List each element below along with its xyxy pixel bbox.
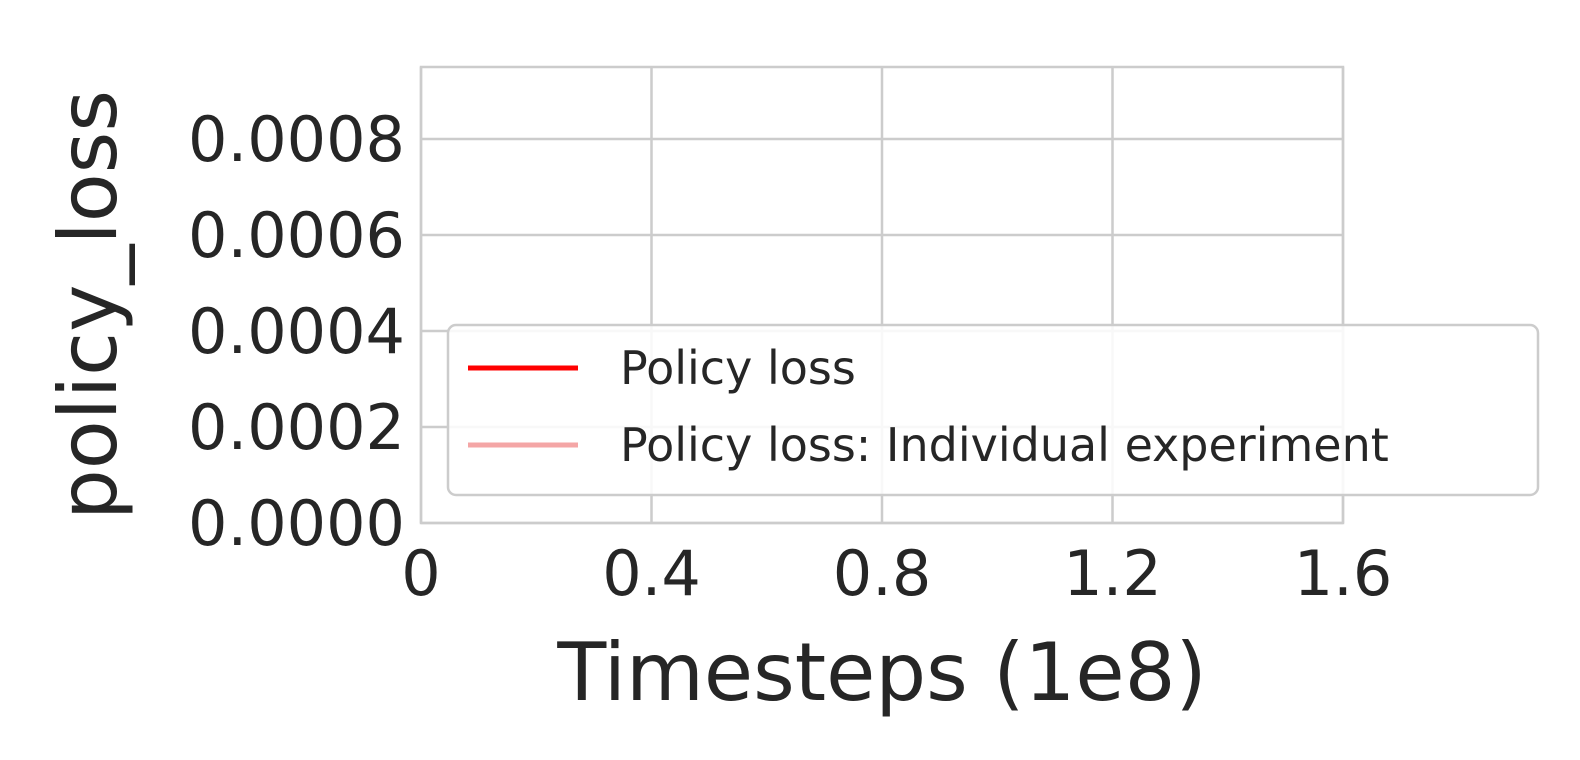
legend-entry: Policy loss: Individual experiment [620,418,1389,472]
y-tick-labels: 0.0000 0.0002 0.0004 0.0006 0.0008 [188,103,405,560]
x-tick-label: 0 [401,537,440,610]
legend-box [446,323,1540,497]
legend-entry: Policy loss [620,341,856,395]
y-tick-label: 0.0008 [188,103,405,176]
plot-frame [419,65,1345,525]
x-tick-label: 1.2 [1063,537,1162,610]
x-tick-labels: 0 0.4 0.8 1.2 1.6 [401,537,1392,610]
x-tick-label: 0.4 [602,537,701,610]
y-tick-label: 0.0000 [188,487,405,560]
legend: Policy loss Policy loss: Individual exper… [446,323,1540,497]
y-tick-label: 0.0004 [188,295,405,368]
x-axis-label: Timesteps (1e8) [556,626,1206,719]
y-tick-label: 0.0006 [188,199,405,272]
y-axis-label: policy_loss [42,90,135,520]
y-tick-label: 0.0002 [188,391,405,464]
x-tick-label: 0.8 [833,537,932,610]
x-tick-label: 1.6 [1294,537,1393,610]
